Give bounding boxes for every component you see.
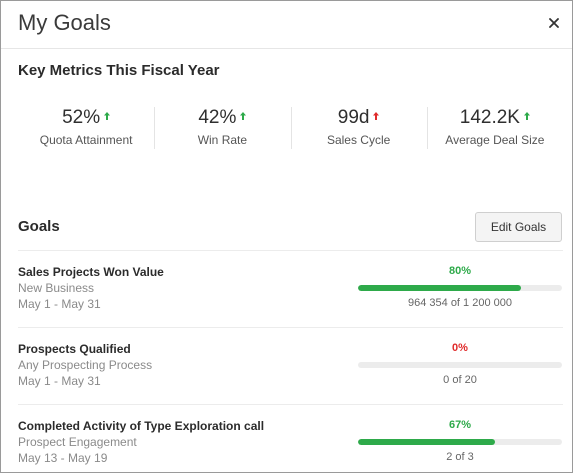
metric-label: Average Deal Size	[445, 133, 545, 147]
trend-up-icon	[104, 111, 111, 120]
goal-progress-bar	[358, 439, 562, 445]
goal-name: Completed Activity of Type Exploration c…	[18, 419, 265, 433]
metric-quota-attainment: 52% Quota Attainment	[18, 105, 154, 153]
goal-progress-fill	[358, 439, 495, 445]
goal-count: 2 of 3	[446, 451, 474, 463]
goal-category: Any Prospecting Process	[18, 358, 153, 372]
key-metrics: 52% Quota Attainment 42% Win Rate 99d Sa…	[18, 105, 563, 153]
goal-date-range: May 1 - May 31	[18, 374, 101, 388]
goal-row: Prospects Qualified Any Prospecting Proc…	[18, 327, 563, 404]
edit-goals-button[interactable]: Edit Goals	[475, 212, 562, 242]
goal-name: Sales Projects Won Value	[18, 265, 164, 279]
goal-category: New Business	[18, 281, 95, 295]
metric-label: Sales Cycle	[326, 133, 391, 147]
goal-name: Prospects Qualified	[18, 342, 131, 356]
key-metrics-title: Key Metrics This Fiscal Year	[18, 62, 220, 79]
goal-date-range: May 13 - May 19	[18, 451, 108, 465]
goal-percent: 80%	[448, 265, 472, 277]
metric-value: 142.2K	[459, 107, 520, 128]
goal-progress-bar	[358, 285, 562, 291]
goal-percent: 67%	[448, 419, 472, 431]
goal-row: Sales Projects Won Value New Business Ma…	[18, 250, 563, 327]
close-button[interactable]	[544, 13, 564, 33]
goal-count: 0 of 20	[443, 374, 477, 386]
dialog-header: My Goals	[1, 1, 572, 49]
goal-percent: 0%	[452, 342, 468, 354]
goal-category: Prospect Engagement	[18, 435, 137, 449]
close-icon	[549, 18, 559, 28]
metric-win-rate: 42% Win Rate	[154, 105, 290, 153]
goal-date-range: May 1 - May 31	[18, 297, 101, 311]
goal-progress-fill	[358, 285, 522, 291]
trend-up-icon	[373, 111, 380, 120]
goal-list: Sales Projects Won Value New Business Ma…	[18, 250, 563, 472]
metric-sales-cycle: 99d Sales Cycle	[290, 105, 427, 153]
goal-progress-bar	[358, 362, 562, 368]
dialog-title: My Goals	[18, 10, 111, 35]
metric-label: Quota Attainment	[39, 133, 133, 147]
metric-value: 99d	[337, 107, 370, 128]
goals-title: Goals	[18, 218, 60, 235]
goal-row: Completed Activity of Type Exploration c…	[18, 404, 563, 472]
metric-value: 42%	[198, 107, 237, 128]
metric-average-deal-size: 142.2K Average Deal Size	[426, 105, 563, 153]
goal-count: 964 354 of 1 200 000	[408, 297, 512, 309]
trend-up-icon	[240, 111, 247, 120]
trend-up-icon	[523, 111, 530, 120]
metric-value: 52%	[62, 107, 101, 128]
metric-label: Win Rate	[197, 133, 248, 147]
